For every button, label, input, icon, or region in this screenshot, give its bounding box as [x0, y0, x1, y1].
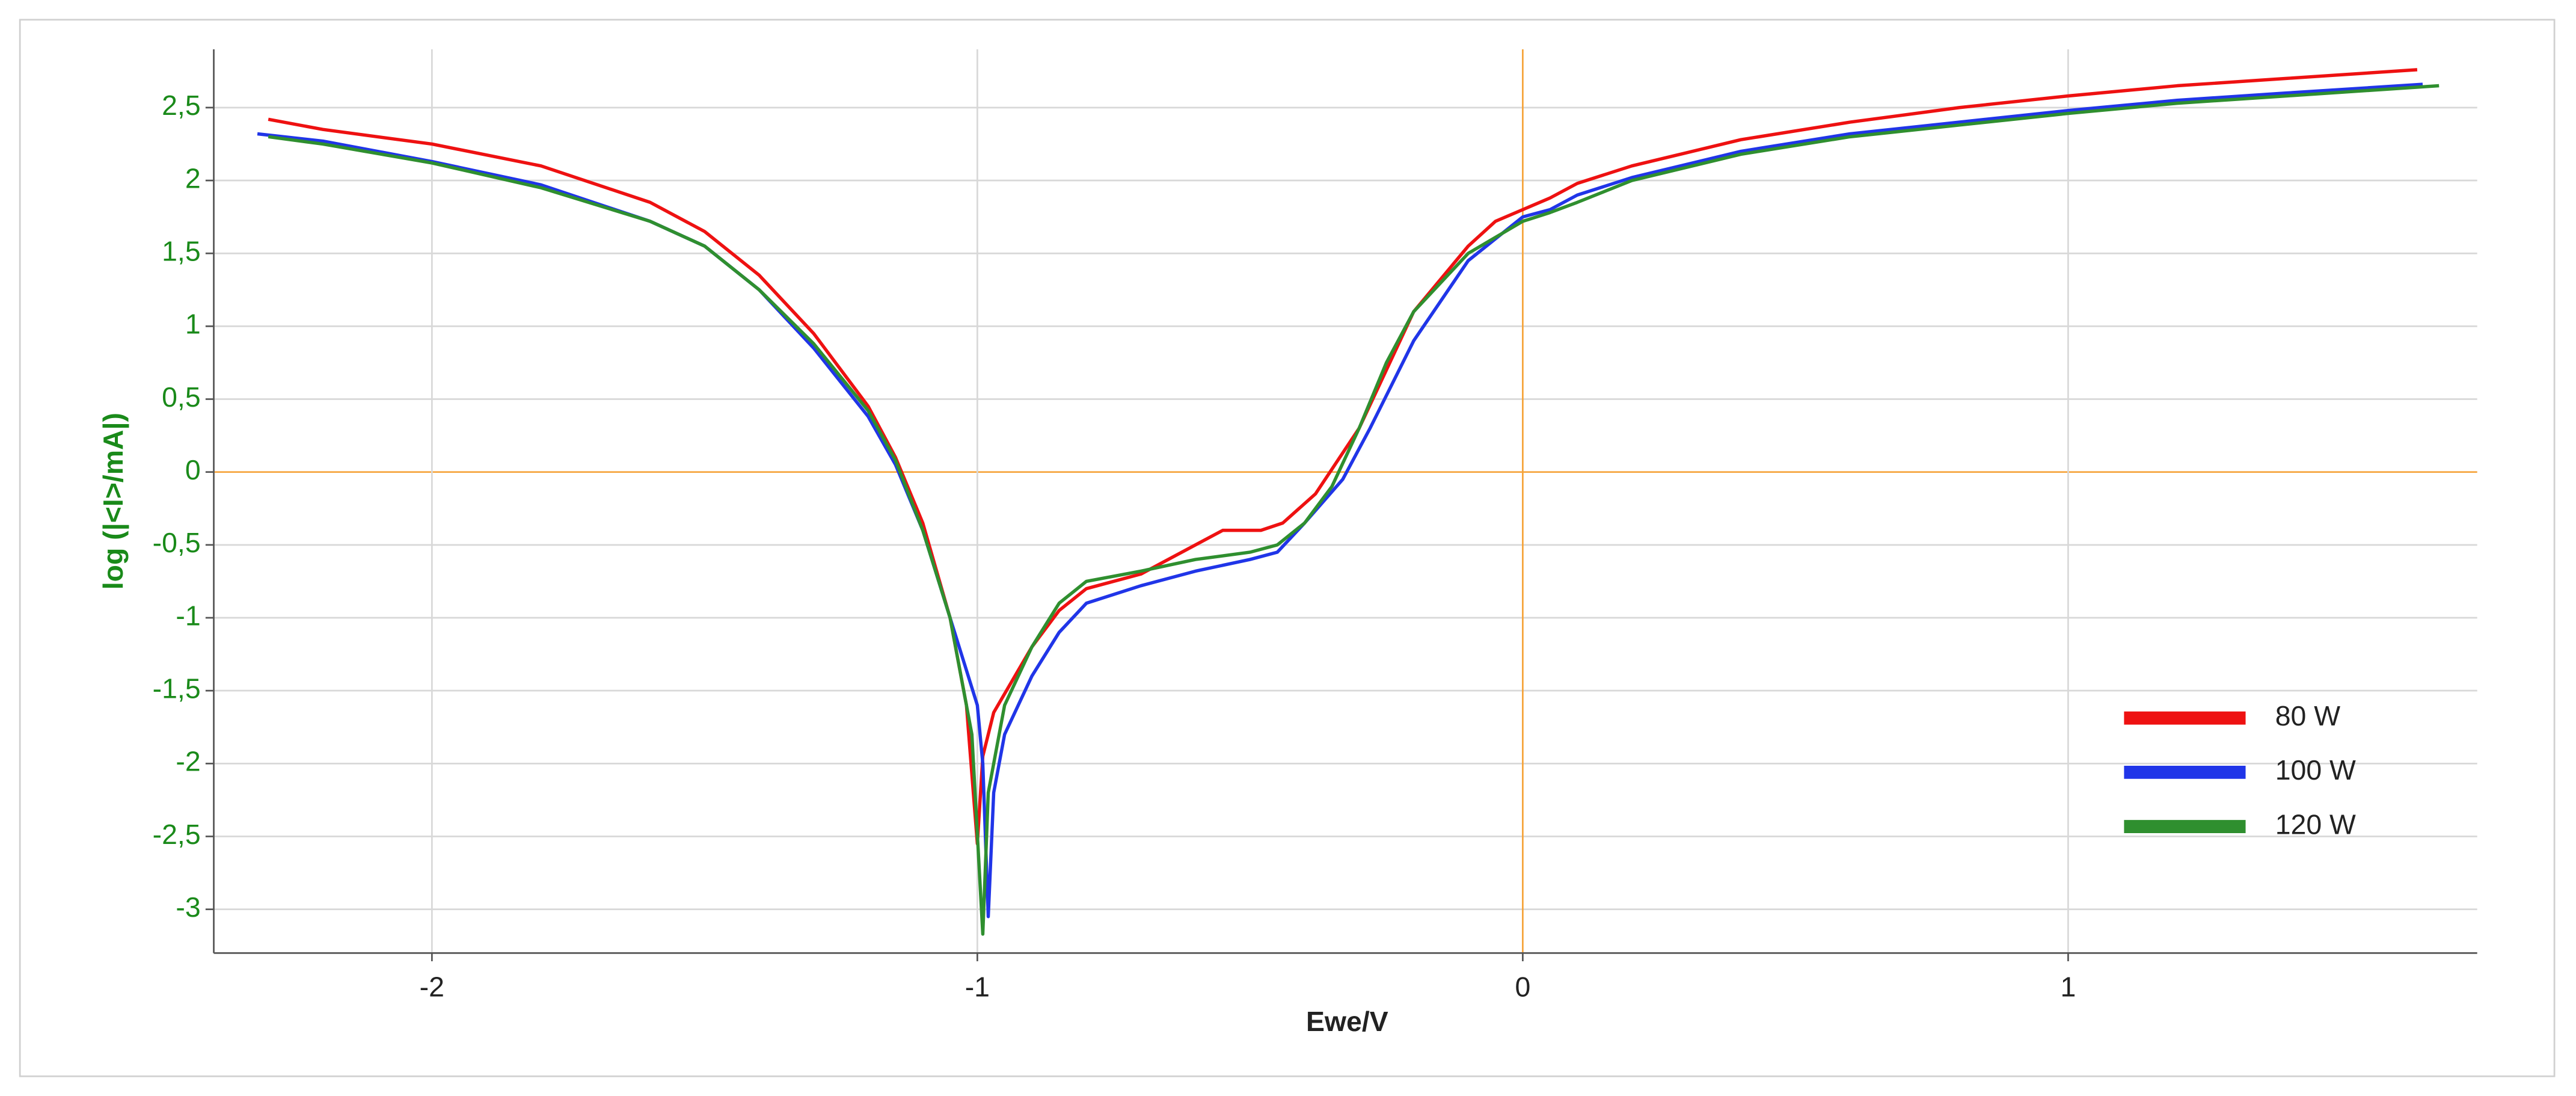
y-tick-label: 0,5 [162, 381, 201, 413]
x-tick-label: -1 [965, 971, 990, 1003]
legend-label: 80 W [2275, 700, 2341, 731]
y-tick-label: -1 [176, 600, 200, 631]
y-tick-label: -3 [176, 891, 200, 923]
x-tick-label: 0 [1515, 971, 1530, 1003]
x-axis-title: Ewe/V [1306, 1006, 1388, 1037]
x-tick-label: 1 [2061, 971, 2076, 1003]
y-tick-label: 2,5 [162, 90, 201, 121]
y-tick-label: 0 [185, 454, 201, 485]
chart-frame [19, 19, 2556, 1077]
y-axis-title: log (|<I>/mA|) [97, 413, 129, 590]
y-tick-label: 2 [185, 162, 201, 194]
x-tick-label: -2 [420, 971, 444, 1003]
data-line [268, 68, 2418, 846]
legend-label: 120 W [2275, 808, 2356, 840]
y-tick-label: -1,5 [153, 673, 201, 704]
data-line [268, 84, 2440, 936]
y-tick-label: 1 [185, 309, 201, 340]
y-tick-label: -0,5 [153, 527, 201, 558]
y-tick-label: -2 [176, 746, 200, 777]
legend-label: 100 W [2275, 754, 2356, 786]
y-tick-label: 1,5 [162, 235, 201, 266]
y-tick-label: -2,5 [153, 819, 201, 850]
